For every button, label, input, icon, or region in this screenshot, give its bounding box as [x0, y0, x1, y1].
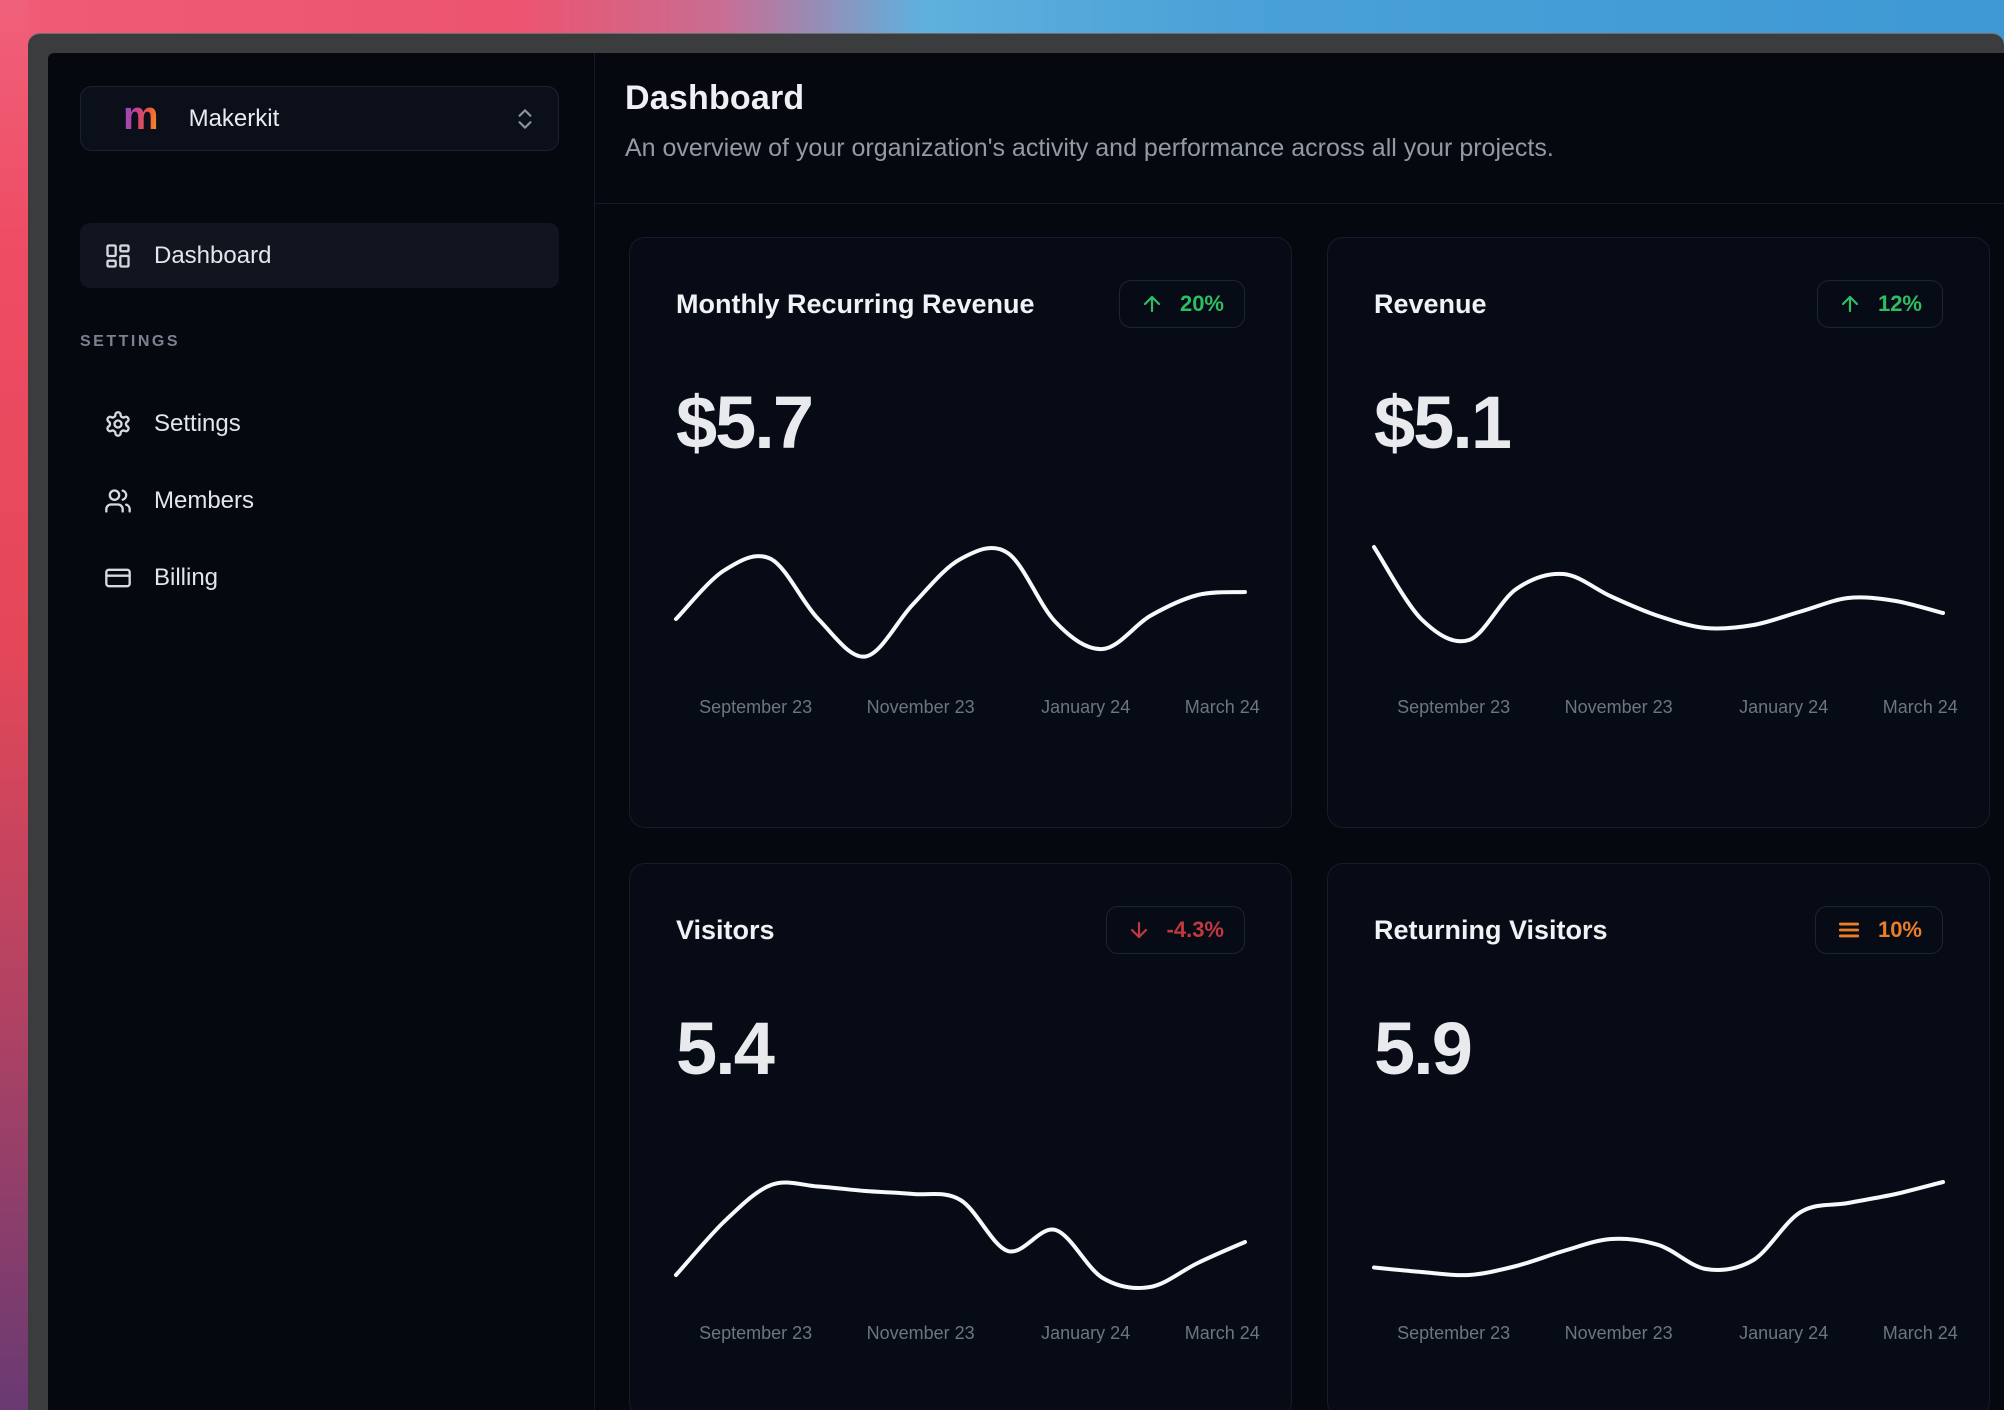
- sidebar-item-members[interactable]: Members: [80, 468, 559, 533]
- card-header: Monthly Recurring Revenue 20%: [676, 280, 1245, 328]
- chart-x-axis-labels: September 23 November 23 January 24 March 2…: [1374, 697, 1958, 723]
- makerkit-logo: m: [123, 93, 159, 138]
- trend-lines-icon: [1836, 917, 1862, 943]
- credit-card-icon: [104, 564, 132, 592]
- x-axis-label: March 24: [1882, 1323, 1958, 1343]
- x-axis-label: January 24: [1739, 1323, 1829, 1343]
- x-axis-label: January 24: [1739, 697, 1829, 717]
- x-axis-label: March 24: [1882, 697, 1958, 717]
- page-title: Dashboard: [625, 79, 805, 117]
- x-axis-label: March 24: [1184, 1323, 1260, 1343]
- x-axis-label: September 23: [1397, 697, 1511, 717]
- sidebar-item-settings[interactable]: Settings: [80, 391, 559, 456]
- page-subtitle: An overview of your organization's activ…: [625, 134, 1554, 162]
- card-header: Visitors -4.3%: [676, 906, 1245, 954]
- trend-badge: -4.3%: [1105, 906, 1245, 954]
- gear-icon: [104, 410, 132, 438]
- arrow-up-icon: [1140, 292, 1164, 316]
- card-title: Monthly Recurring Revenue: [676, 288, 1035, 319]
- app-window: m Makerkit Dashboard SETTINGS: [28, 33, 2004, 1410]
- x-axis-label: September 23: [699, 697, 813, 717]
- stat-card-visitors: Visitors -4.3% 5.4 September 23 November …: [629, 863, 1292, 1410]
- sparkline-svg: [1374, 1155, 1943, 1305]
- trend-value: 20%: [1179, 291, 1224, 316]
- layout-dashboard-icon: [104, 242, 132, 270]
- sidebar-item-dashboard[interactable]: Dashboard: [80, 223, 559, 288]
- app-content: m Makerkit Dashboard SETTINGS: [48, 53, 2004, 1410]
- sparkline-chart: September 23 November 23 January 24 March 2…: [676, 529, 1260, 723]
- stat-card-monthly-recurring-revenue: Monthly Recurring Revenue 20% $5.7 Septe…: [629, 237, 1292, 828]
- x-axis-label: September 23: [699, 1323, 813, 1343]
- sidebar-item-label: Settings: [154, 409, 241, 437]
- trend-value: 12%: [1877, 291, 1922, 316]
- sidebar-nav: Dashboard SETTINGS Settings: [80, 223, 559, 610]
- trend-value: -4.3%: [1166, 917, 1224, 942]
- stat-cards-grid: Monthly Recurring Revenue 20% $5.7 Septe…: [595, 204, 2004, 1410]
- settings-nav-group: Settings Members Billing: [80, 391, 559, 610]
- x-axis-label: January 24: [1041, 697, 1131, 717]
- sidebar-section-settings: SETTINGS: [80, 333, 181, 350]
- x-axis-label: March 24: [1184, 697, 1260, 717]
- sparkline-svg: [676, 529, 1245, 679]
- sparkline-chart: September 23 November 23 January 24 March 2…: [1374, 529, 1958, 723]
- x-axis-label: January 24: [1041, 1323, 1131, 1343]
- sparkline-chart: September 23 November 23 January 24 March 2…: [676, 1155, 1260, 1349]
- x-axis-label: September 23: [1397, 1323, 1511, 1343]
- chart-x-axis-labels: September 23 November 23 January 24 March 2…: [676, 1323, 1260, 1349]
- sidebar-item-label: Billing: [154, 563, 219, 591]
- trend-badge: 12%: [1816, 280, 1943, 328]
- main-content: Dashboard An overview of your organizati…: [595, 53, 2004, 1410]
- stat-card-returning-visitors: Returning Visitors 10% 5.9 September 23 N…: [1327, 863, 1990, 1410]
- trend-value: 10%: [1877, 917, 1922, 942]
- card-header: Returning Visitors 10%: [1374, 906, 1943, 954]
- x-axis-label: November 23: [866, 697, 975, 717]
- x-axis-label: November 23: [1564, 1323, 1673, 1343]
- card-title: Returning Visitors: [1374, 914, 1608, 945]
- stat-value: 5.4: [676, 1007, 775, 1090]
- x-axis-label: November 23: [866, 1323, 975, 1343]
- trend-badge: 10%: [1814, 906, 1943, 954]
- sparkline-chart: September 23 November 23 January 24 March 2…: [1374, 1155, 1958, 1349]
- sidebar-item-label: Dashboard: [154, 241, 272, 269]
- workspace-selector[interactable]: m Makerkit: [80, 86, 559, 151]
- card-header: Revenue 12%: [1374, 280, 1943, 328]
- workspace-name: Makerkit: [188, 104, 280, 132]
- desktop-wallpaper-left: [0, 0, 28, 1410]
- stat-card-revenue: Revenue 12% $5.1 September 23 November 23…: [1327, 237, 1990, 828]
- x-axis-label: November 23: [1564, 697, 1673, 717]
- chart-x-axis-labels: September 23 November 23 January 24 March 2…: [676, 697, 1260, 723]
- sparkline-svg: [1374, 529, 1943, 679]
- stat-value: $5.7: [676, 381, 814, 464]
- stat-value: 5.9: [1374, 1007, 1473, 1090]
- sidebar-item-billing[interactable]: Billing: [80, 545, 559, 610]
- arrow-up-icon: [1838, 292, 1862, 316]
- sidebar-item-label: Members: [154, 486, 255, 514]
- arrow-down-icon: [1127, 918, 1151, 942]
- trend-badge: 20%: [1118, 280, 1245, 328]
- chevrons-up-down-icon: [512, 106, 538, 132]
- card-title: Visitors: [676, 914, 775, 945]
- sparkline-svg: [676, 1155, 1245, 1305]
- stat-value: $5.1: [1374, 381, 1512, 464]
- page-header: Dashboard An overview of your organizati…: [595, 53, 2004, 204]
- users-icon: [104, 487, 132, 515]
- sidebar: m Makerkit Dashboard SETTINGS: [48, 53, 595, 1410]
- chart-x-axis-labels: September 23 November 23 January 24 March 2…: [1374, 1323, 1958, 1349]
- card-title: Revenue: [1374, 288, 1487, 319]
